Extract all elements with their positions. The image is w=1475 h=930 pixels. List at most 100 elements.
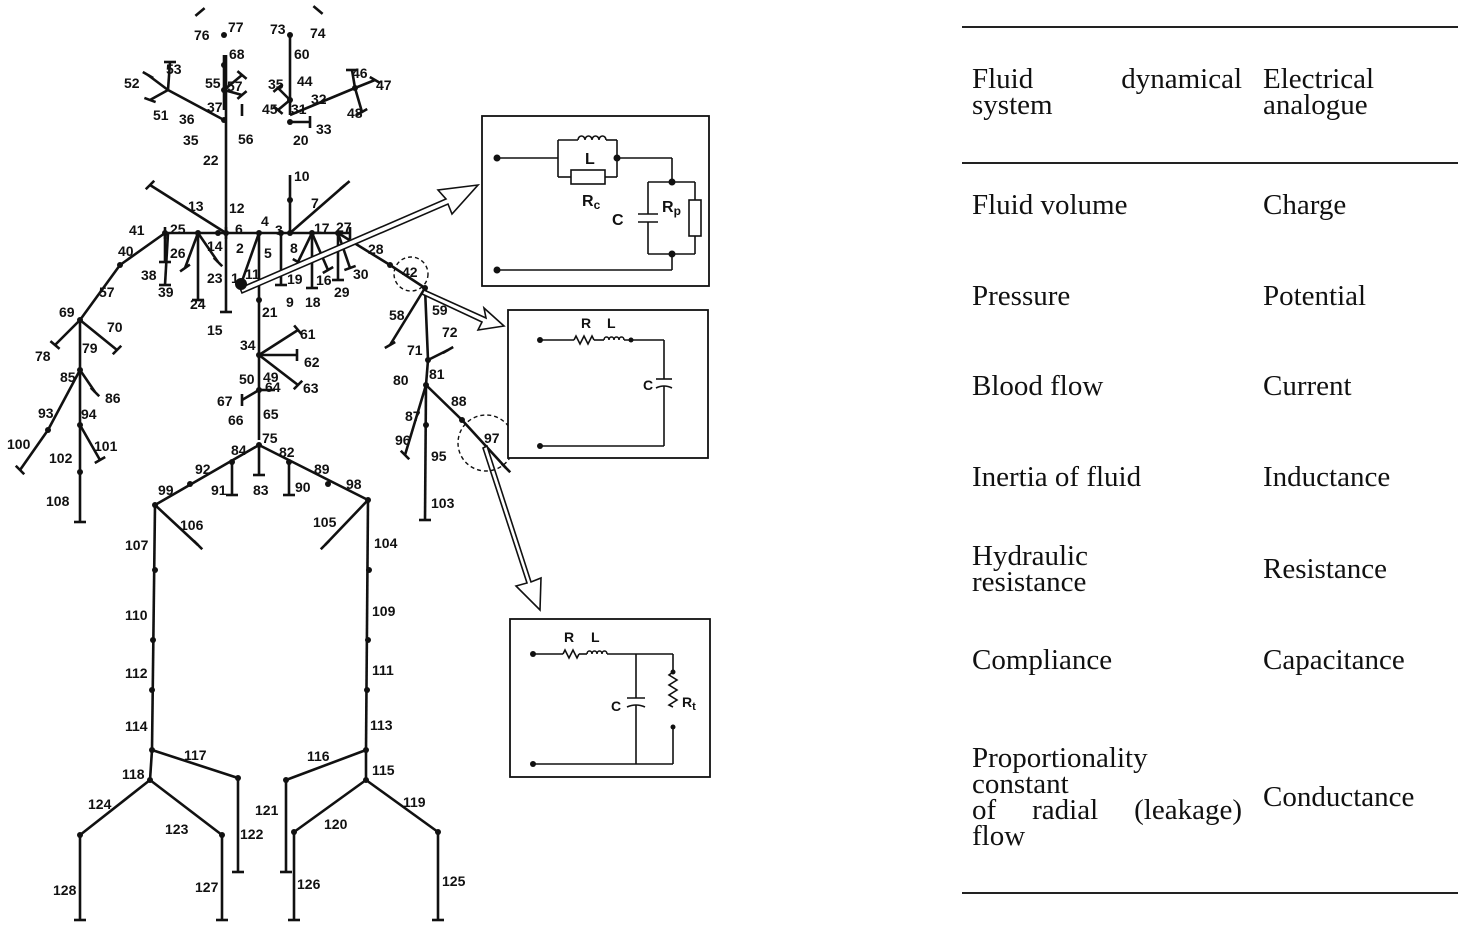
segment-label: 122: [240, 826, 264, 842]
segment-label: 99: [158, 482, 174, 498]
tree-node-39: [365, 637, 371, 643]
tree-segment-29: [46, 369, 82, 431]
segment-label: 112: [125, 665, 148, 681]
tree-segment-37: [183, 232, 200, 269]
segment-label: 35: [183, 132, 199, 148]
tree-segment-5: [289, 184, 346, 234]
tree-node-56: [215, 230, 221, 236]
segment-label: 23: [207, 270, 223, 286]
segment-label: 104: [374, 535, 398, 551]
tree-node-10: [77, 317, 83, 323]
segment-label: 18: [305, 294, 321, 310]
tree-node-6: [335, 230, 341, 236]
tree-node-41: [363, 747, 369, 753]
tree-node-54: [423, 422, 429, 428]
segment-label: 57: [99, 284, 115, 300]
tree-segment-16: [289, 86, 356, 117]
tree-segment-17: [350, 69, 357, 89]
segment-label: 117: [184, 747, 207, 763]
tree-node-53: [423, 382, 429, 388]
tree-segment-46: [337, 231, 391, 267]
segment-label: 46: [352, 65, 368, 81]
segment-label: 9: [286, 294, 294, 310]
terminal-cap-5: [144, 179, 156, 191]
tree-node-26: [256, 387, 262, 393]
segment-label: 62: [304, 354, 320, 370]
terminal-cap-30: [500, 462, 512, 474]
table-bottom-rule: [962, 892, 1458, 894]
segment-label: 71: [407, 342, 423, 358]
terminal-cap-39: [236, 70, 248, 80]
segment-label: 65: [263, 406, 279, 422]
segment-label: 114: [125, 718, 148, 734]
tree-node-7: [195, 230, 201, 236]
tree-node-19: [287, 32, 293, 38]
segment-label: 126: [297, 876, 321, 892]
tree-node-35: [150, 637, 156, 643]
segment-label: 60: [294, 46, 310, 62]
row-inductance: Inductance: [1263, 461, 1391, 493]
tree-node-5: [309, 230, 315, 236]
segment-label: 98: [346, 476, 362, 492]
tree-segment-53: [423, 384, 428, 521]
segment-label: 61: [300, 326, 316, 342]
terminal-cap-23: [14, 464, 26, 476]
segment-label: 3: [275, 222, 283, 238]
segment-label: 7: [311, 195, 319, 211]
label-C-bottom: C: [611, 698, 621, 714]
segment-label: 20: [293, 132, 309, 148]
segment-label: 53: [166, 61, 182, 77]
segment-label: 32: [311, 91, 327, 107]
row-prop-line1: Proportionality: [972, 742, 1148, 774]
tree-segment-68: [150, 504, 157, 751]
tree-segment-48: [388, 287, 427, 346]
label-Rt-bottom: Rt: [682, 694, 696, 713]
tree-node-48: [235, 775, 241, 781]
tree-node-50: [387, 262, 393, 268]
row-hydraulic-line2: resistance: [972, 566, 1087, 598]
segment-label: 87: [405, 408, 421, 424]
segment-label: 120: [324, 816, 348, 832]
segment-label: 13: [188, 198, 204, 214]
segment-label: 29: [334, 284, 350, 300]
segment-label: 128: [53, 882, 77, 898]
tree-node-36: [149, 687, 155, 693]
tree-segment-51: [424, 359, 430, 386]
segment-label: 76: [194, 27, 210, 43]
tree-node-25: [256, 352, 262, 358]
segment-label: 37: [207, 99, 223, 115]
segment-label: 8: [290, 240, 298, 256]
row-conductance: Conductance: [1263, 781, 1415, 813]
tree-segment-69: [364, 499, 370, 751]
tree-node-16: [221, 87, 227, 93]
segment-label: 115: [372, 762, 395, 778]
segment-label: 127: [195, 879, 219, 895]
tree-segment-10: [223, 88, 243, 97]
tree-segment-58: [258, 353, 299, 387]
segment-label: 47: [376, 77, 392, 93]
tree-segment-82: [365, 778, 439, 834]
tree-node-13: [77, 422, 83, 428]
segment-label: 38: [141, 267, 157, 283]
tree-segment-55: [461, 419, 507, 469]
segment-label: 36: [179, 111, 195, 127]
segment-label: 73: [270, 21, 286, 37]
segment-label: 55: [205, 75, 221, 91]
segment-label: 124: [88, 796, 112, 812]
segment-label: 92: [195, 461, 211, 477]
tree-segment-43: [296, 232, 314, 263]
segment-label: 27: [336, 219, 352, 235]
segment-label: 4: [261, 213, 269, 229]
tree-segment-32: [78, 424, 102, 461]
tree-node-37: [149, 747, 155, 753]
segment-label: 44: [297, 73, 313, 89]
segment-label: 90: [295, 479, 311, 495]
segment-label: 113: [370, 717, 393, 733]
row-capacitance: Capacitance: [1263, 644, 1405, 676]
tree-segment-70: [151, 748, 239, 780]
segment-label: 100: [7, 436, 31, 452]
terminal-cap-11: [179, 263, 191, 273]
tree-node-21: [287, 119, 293, 125]
row-charge: Charge: [1263, 189, 1347, 221]
